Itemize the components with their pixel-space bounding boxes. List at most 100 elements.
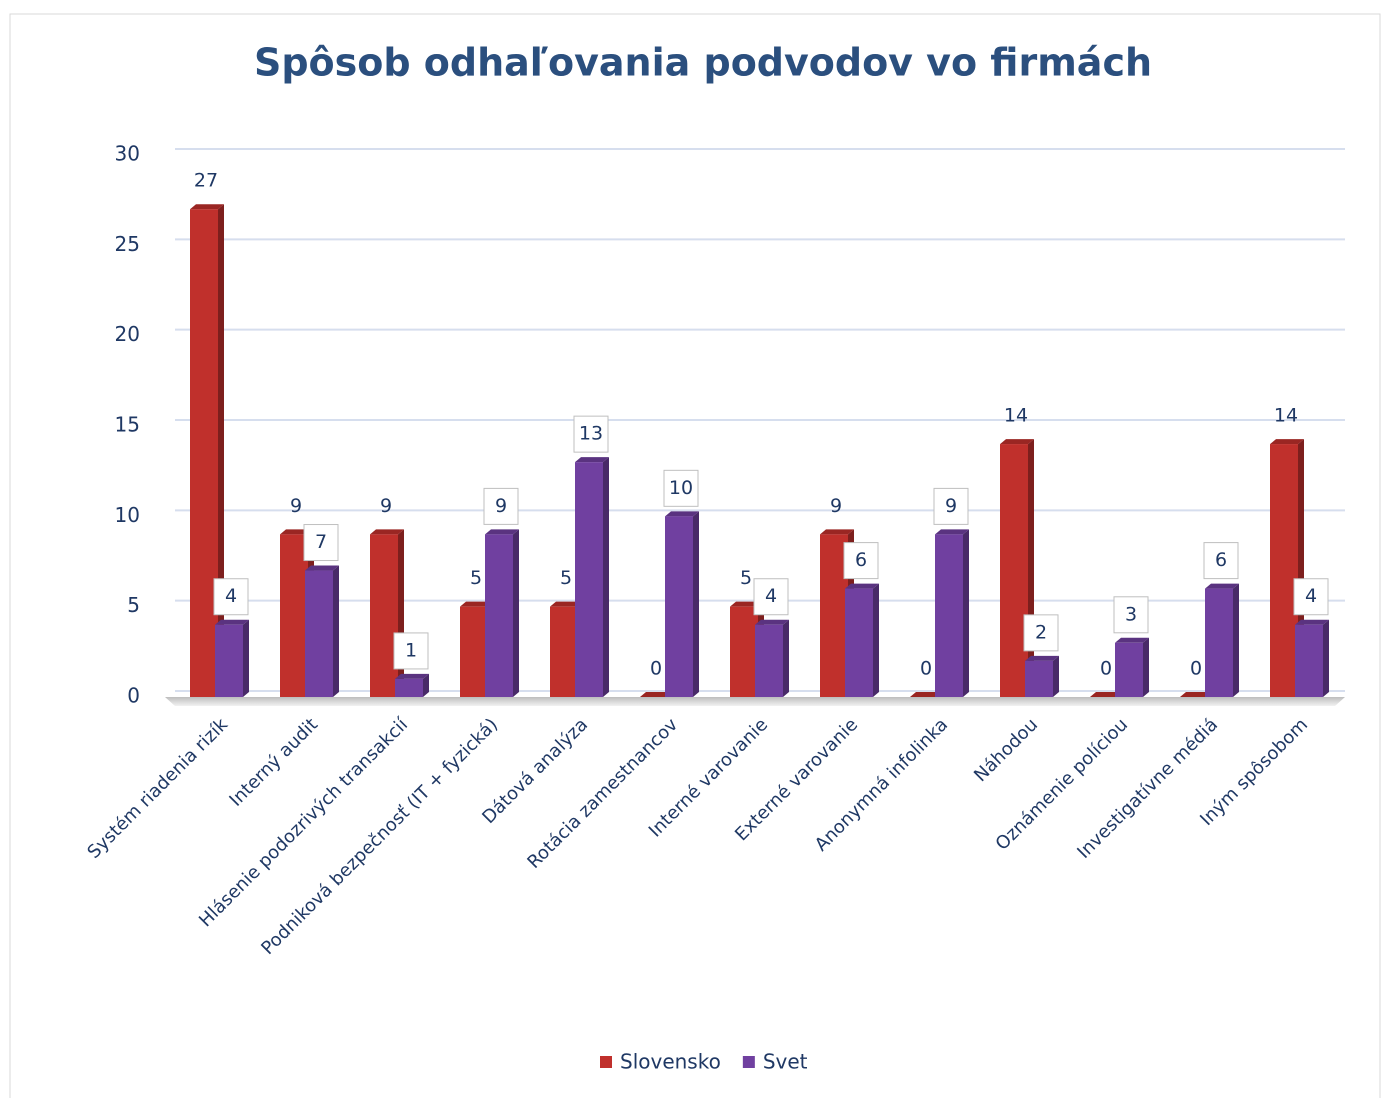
y-tick-label: 30 bbox=[115, 142, 140, 166]
bar-side bbox=[398, 529, 404, 697]
value-label-box bbox=[663, 469, 699, 507]
bar bbox=[1295, 624, 1323, 697]
bar bbox=[845, 588, 873, 697]
bar bbox=[1115, 642, 1143, 697]
bar bbox=[755, 624, 783, 697]
bar-top bbox=[395, 673, 429, 679]
value-label-box bbox=[1113, 596, 1149, 634]
value-label: 0 bbox=[650, 658, 662, 680]
value-label: 3 bbox=[1125, 603, 1137, 625]
legend-swatch bbox=[742, 1056, 755, 1068]
value-label-box bbox=[213, 578, 249, 616]
bar bbox=[550, 606, 578, 697]
legend-swatch bbox=[600, 1056, 612, 1068]
bar-top bbox=[190, 204, 224, 210]
bar bbox=[215, 624, 243, 697]
value-label: 5 bbox=[740, 567, 752, 589]
value-label: 4 bbox=[1305, 585, 1317, 607]
value-label: 14 bbox=[1274, 405, 1298, 427]
value-label: 6 bbox=[1215, 549, 1227, 571]
value-label: 0 bbox=[1100, 658, 1112, 680]
value-label-box bbox=[393, 632, 429, 670]
value-label-box bbox=[1023, 614, 1059, 652]
bar bbox=[935, 534, 963, 697]
bar bbox=[280, 534, 308, 697]
legend-label: Slovensko bbox=[620, 1050, 721, 1074]
value-label-box bbox=[843, 542, 879, 580]
y-tick-label: 20 bbox=[115, 322, 140, 346]
bar-side bbox=[513, 529, 519, 697]
value-label: 4 bbox=[225, 585, 237, 607]
bar bbox=[305, 570, 333, 697]
value-label: 10 bbox=[669, 477, 693, 499]
bar-top bbox=[1000, 439, 1034, 445]
value-label: 27 bbox=[194, 170, 218, 192]
value-label-box bbox=[573, 415, 609, 453]
bar-side bbox=[423, 673, 429, 697]
bar-top bbox=[575, 457, 609, 463]
bar bbox=[190, 209, 218, 697]
bar-side bbox=[603, 457, 609, 697]
bar-top bbox=[1295, 619, 1329, 625]
value-label: 5 bbox=[470, 567, 482, 589]
bar-top bbox=[665, 511, 699, 517]
value-label: 9 bbox=[290, 495, 302, 517]
value-label-box bbox=[933, 487, 969, 525]
bar-side bbox=[333, 565, 339, 697]
value-label: 0 bbox=[1190, 658, 1202, 680]
value-label: 4 bbox=[765, 585, 777, 607]
y-tick-label: 10 bbox=[115, 503, 140, 527]
bar-side bbox=[243, 619, 249, 697]
value-label: 9 bbox=[495, 495, 507, 517]
bar bbox=[460, 606, 488, 697]
bar-top bbox=[305, 565, 339, 571]
value-label: 13 bbox=[579, 423, 603, 445]
bar bbox=[370, 534, 398, 697]
value-label: 6 bbox=[855, 549, 867, 571]
bar-side bbox=[963, 529, 969, 697]
bar-top bbox=[820, 529, 854, 535]
bar bbox=[1000, 444, 1028, 697]
bar-top bbox=[1025, 655, 1059, 661]
bar bbox=[485, 534, 513, 697]
bar-side bbox=[873, 583, 879, 697]
bar bbox=[730, 606, 758, 697]
y-tick-label: 15 bbox=[115, 413, 140, 437]
value-label: 7 bbox=[315, 531, 327, 553]
bar bbox=[395, 678, 423, 697]
value-label: 9 bbox=[945, 495, 957, 517]
bar-top bbox=[755, 619, 789, 625]
chart-title: Spôsob odhaľovania podvodov vo firmách bbox=[254, 41, 1152, 85]
bar-side bbox=[1053, 655, 1059, 697]
bar-side bbox=[783, 619, 789, 697]
bar-top bbox=[1115, 637, 1149, 643]
value-label: 9 bbox=[830, 495, 842, 517]
bar-side bbox=[1323, 619, 1329, 697]
value-label: 5 bbox=[560, 567, 572, 589]
bar-side bbox=[1143, 637, 1149, 697]
bar bbox=[820, 534, 848, 697]
value-label-box bbox=[483, 487, 519, 525]
value-label-box bbox=[303, 524, 339, 562]
bar-top bbox=[935, 529, 969, 535]
value-label: 2 bbox=[1035, 621, 1047, 643]
value-label: 14 bbox=[1004, 405, 1028, 427]
bar bbox=[1025, 660, 1053, 697]
bar-top bbox=[1270, 439, 1304, 445]
value-label-box bbox=[1293, 578, 1329, 616]
bar-side bbox=[218, 204, 224, 697]
bar bbox=[575, 462, 603, 697]
y-tick-label: 25 bbox=[115, 232, 140, 256]
bar-side bbox=[1233, 583, 1239, 697]
value-label: 0 bbox=[920, 658, 932, 680]
value-label-box bbox=[1203, 542, 1239, 580]
value-label: 9 bbox=[380, 495, 392, 517]
bar-top bbox=[485, 529, 519, 535]
value-label: 1 bbox=[405, 639, 417, 661]
value-label-box bbox=[753, 578, 789, 616]
floor bbox=[165, 697, 1345, 706]
bar-top bbox=[370, 529, 404, 535]
bar-top bbox=[1205, 583, 1239, 589]
bar-top bbox=[845, 583, 879, 589]
